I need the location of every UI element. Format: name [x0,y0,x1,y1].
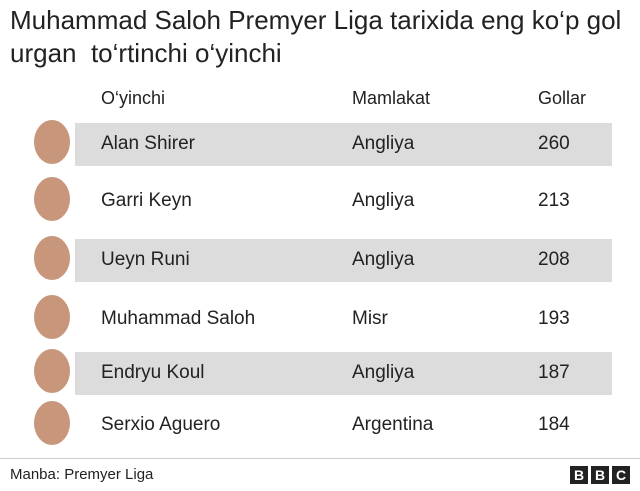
cell: Angliya [352,362,415,383]
cell: 193 [538,308,570,329]
cell: Angliya [352,249,415,270]
logo-letter: B [591,466,609,484]
player-photo [34,401,70,445]
player-photo [34,349,70,393]
column-header: Mamlakat [352,88,431,108]
column-header: Gollar [538,88,587,108]
title: Muhammad Saloh Premyer Liga tarixida eng… [10,5,629,68]
row-background [75,352,612,395]
player-photo [34,295,70,339]
player-photo [34,177,70,221]
cell: Angliya [352,190,415,211]
source: Manba: Premyer Liga [10,466,154,483]
logo-letter: C [612,466,630,484]
cell: 208 [538,249,570,270]
cell: Angliya [352,133,415,154]
cell: 184 [538,414,570,435]
cell: Misr [352,308,388,329]
cell: 187 [538,362,570,383]
cell: Garri Keyn [101,190,192,211]
row-background [75,123,612,166]
column-header: O‘yinchi [101,88,166,108]
player-photo [34,236,70,280]
cell: Endryu Koul [101,362,205,383]
cell: 260 [538,133,570,154]
cell: 213 [538,190,570,211]
row-background [75,239,612,282]
player-photo [34,120,70,164]
cell: Argentina [352,414,434,435]
cell: Muhammad Saloh [101,308,256,329]
logo-letter: B [570,466,588,484]
footer-rule [0,458,640,459]
cell: Ueyn Runi [101,249,190,270]
cell: Serxio Aguero [101,414,221,435]
cell: Alan Shirer [101,133,195,154]
